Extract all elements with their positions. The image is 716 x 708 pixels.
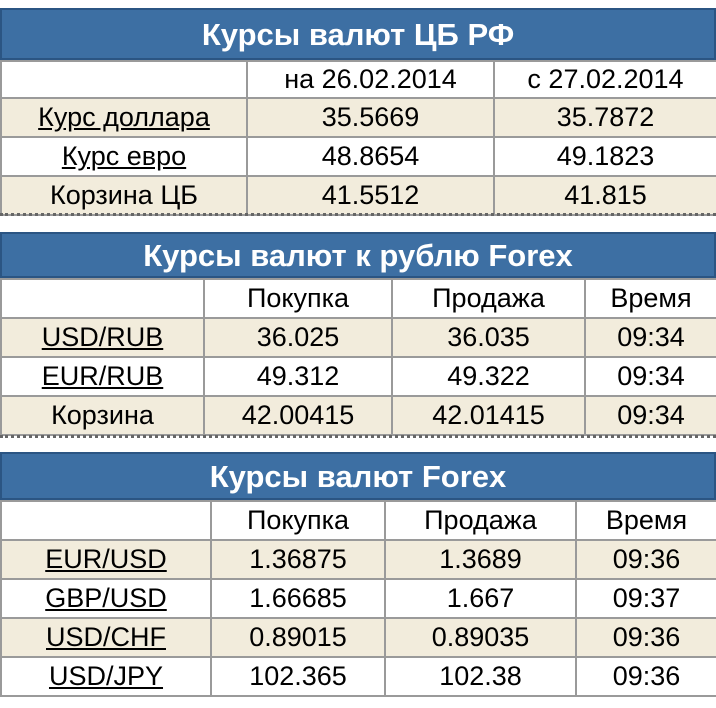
header-cell: на 26.02.2014 xyxy=(246,60,495,99)
header-cell: Покупка xyxy=(210,500,386,541)
time-cell: 09:34 xyxy=(584,356,716,397)
value-cell: 49.1823 xyxy=(493,136,716,177)
time-cell: 09:37 xyxy=(575,578,716,619)
table-row: Курс доллара 35.5669 35.7872 xyxy=(0,97,716,138)
time-cell: 09:36 xyxy=(575,617,716,658)
header-cell: Продажа xyxy=(391,278,586,319)
value-cell: 35.5669 xyxy=(246,97,495,138)
forex-title: Курсы валют Forex xyxy=(0,452,716,500)
section-divider xyxy=(0,428,716,438)
cb-rates-panel: Курсы валют ЦБ РФ на 26.02.2014 с 27.02.… xyxy=(0,8,716,216)
table-row: Корзина 42.00415 42.01415 09:34 xyxy=(0,395,716,436)
time-cell: 09:36 xyxy=(575,656,716,697)
buy-cell: 36.025 xyxy=(203,317,393,358)
usd-chf-link[interactable]: USD/CHF xyxy=(46,622,166,652)
header-cell: Продажа xyxy=(384,500,577,541)
table-row: USD/RUB 36.025 36.035 09:34 xyxy=(0,317,716,358)
sell-cell: 1.3689 xyxy=(384,539,577,580)
cb-rates-table: на 26.02.2014 с 27.02.2014 Курс доллара … xyxy=(0,60,716,216)
row-label: Корзина xyxy=(0,395,205,436)
eur-rate-link[interactable]: Курс евро xyxy=(61,141,187,171)
table-row: USD/CHF 0.89015 0.89035 09:36 xyxy=(0,617,716,658)
buy-cell: 102.365 xyxy=(210,656,386,697)
table-row: USD/JPY 102.365 102.38 09:36 xyxy=(0,656,716,697)
usd-rate-link[interactable]: Курс доллара xyxy=(38,102,210,132)
table-row: Курс евро 48.8654 49.1823 xyxy=(0,136,716,177)
section-divider xyxy=(0,206,716,216)
cb-rates-title: Курсы валют ЦБ РФ xyxy=(0,8,716,60)
row-label: Корзина ЦБ xyxy=(0,175,248,216)
header-cell: с 27.02.2014 xyxy=(493,60,716,99)
value-cell: 48.8654 xyxy=(246,136,495,177)
buy-cell: 0.89015 xyxy=(210,617,386,658)
value-cell: 41.5512 xyxy=(246,175,495,216)
forex-table: Покупка Продажа Время EUR/USD 1.36875 1.… xyxy=(0,500,716,697)
header-cell: Время xyxy=(575,500,716,541)
forex-rub-table: Покупка Продажа Время USD/RUB 36.025 36.… xyxy=(0,278,716,436)
table-row: EUR/RUB 49.312 49.322 09:34 xyxy=(0,356,716,397)
gbp-usd-link[interactable]: GBP/USD xyxy=(45,583,167,613)
table-row: GBP/USD 1.66685 1.667 09:37 xyxy=(0,578,716,619)
time-cell: 09:34 xyxy=(584,317,716,358)
buy-cell: 42.00415 xyxy=(203,395,393,436)
value-cell: 35.7872 xyxy=(493,97,716,138)
header-cell xyxy=(0,500,212,541)
sell-cell: 1.667 xyxy=(384,578,577,619)
sell-cell: 102.38 xyxy=(384,656,577,697)
sell-cell: 49.322 xyxy=(391,356,586,397)
buy-cell: 1.66685 xyxy=(210,578,386,619)
eur-rub-link[interactable]: EUR/RUB xyxy=(41,361,164,391)
buy-cell: 1.36875 xyxy=(210,539,386,580)
sell-cell: 36.035 xyxy=(391,317,586,358)
table-row: EUR/USD 1.36875 1.3689 09:36 xyxy=(0,539,716,580)
usd-rub-link[interactable]: USD/RUB xyxy=(41,322,164,352)
header-cell xyxy=(0,60,248,99)
forex-panel: Курсы валют Forex Покупка Продажа Время … xyxy=(0,452,716,697)
forex-rub-panel: Курсы валют к рублю Forex Покупка Продаж… xyxy=(0,232,716,436)
forex-rub-title: Курсы валют к рублю Forex xyxy=(0,232,716,278)
usd-jpy-link[interactable]: USD/JPY xyxy=(48,661,164,691)
eur-usd-link[interactable]: EUR/USD xyxy=(45,544,167,574)
time-cell: 09:34 xyxy=(584,395,716,436)
time-cell: 09:36 xyxy=(575,539,716,580)
sell-cell: 0.89035 xyxy=(384,617,577,658)
buy-cell: 49.312 xyxy=(203,356,393,397)
header-cell: Покупка xyxy=(203,278,393,319)
header-cell xyxy=(0,278,205,319)
sell-cell: 42.01415 xyxy=(391,395,586,436)
header-cell: Время xyxy=(584,278,716,319)
